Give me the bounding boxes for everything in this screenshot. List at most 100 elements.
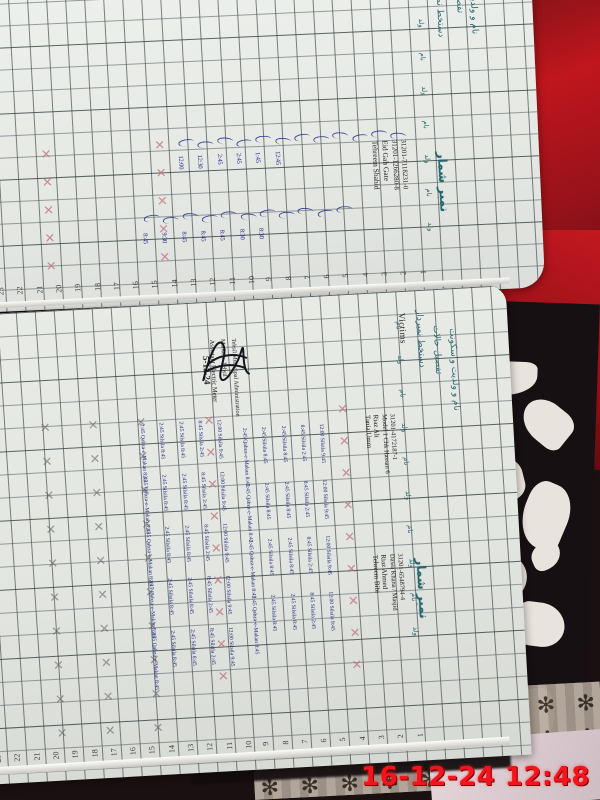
urdu-header-detail-lower: تفصیل حالات [430, 324, 444, 375]
cell-note: 2:45 Silsila 8:45 [182, 525, 192, 563]
handwritten-signature [202, 341, 250, 382]
crossed-out-mark: ✕ [142, 550, 155, 566]
column-number: 15 [147, 745, 157, 755]
grid-line-vertical [91, 308, 124, 778]
grid-line-horizontal [0, 45, 535, 72]
entry-cnic-2: 31201-7118231-0 [399, 139, 410, 190]
urdu-header-serial-upper: نمبر شمار [434, 151, 452, 213]
notebook-page-lower: 23 22 21 20 19 18 17 16 15 14 13 12 11 10 9 8 7 6 5 4 3 2 1 Vi… [0, 285, 532, 785]
column-header-label: نام [418, 52, 427, 62]
crossed-out-mark: ✕ [52, 657, 65, 673]
crossed-out-mark: ✕ [349, 624, 361, 641]
grid-line-vertical [15, 312, 48, 782]
damask-motif [513, 390, 580, 455]
cell-note: 2:45 Silsila 8:45 [180, 473, 189, 511]
entry-name-tehreem: Tehreem Shahid [370, 140, 382, 190]
crossed-out-mark: ✕ [156, 193, 169, 209]
column-header-label: ولد [400, 422, 409, 433]
time-entry: 1:45 [253, 151, 262, 163]
crossed-out-mark: ✕ [159, 249, 171, 265]
column-number: 13 [188, 278, 199, 287]
crossed-out-mark: ✕ [91, 484, 103, 501]
crossed-out-mark: ✕ [204, 444, 217, 461]
column-number: 14 [169, 279, 180, 288]
grid-line-horizontal [0, 89, 537, 117]
crossed-out-mark: ✕ [155, 165, 167, 181]
cell-note: 2:45 Silsila 8:45 [285, 537, 294, 575]
crossed-out-mark: ✕ [40, 146, 52, 162]
column-number: 23 [0, 754, 3, 763]
column-number: 23 [0, 287, 6, 296]
grid-line-horizontal [0, 155, 540, 183]
column-header-label: ولد [407, 558, 417, 569]
column-number: 15 [150, 280, 160, 289]
grid-line-vertical [300, 296, 333, 766]
grid-line-horizontal [0, 1, 533, 28]
crossed-out-mark: ✕ [98, 620, 111, 637]
column-number: 10 [243, 740, 254, 749]
column-number: 17 [109, 748, 119, 757]
column-number: 11 [227, 276, 237, 285]
ink-scribble [182, 212, 199, 221]
column-number: 2 [396, 733, 406, 739]
urdu-header-detail-upper: تفصیل [453, 0, 465, 14]
time-entry: 12:00 [176, 155, 185, 170]
crossed-out-mark: ✕ [338, 433, 351, 449]
camera-timestamp: 16-12-24 12:48 [361, 762, 590, 792]
urdu-header-name-lower: نام و ولدیت و سکونت [446, 327, 462, 411]
grid-line-vertical [262, 298, 295, 768]
grid-line-horizontal [0, 177, 541, 204]
cell-note: 12:00 Silsila 9:45 [221, 523, 230, 563]
time-entry: 12:45 [273, 151, 281, 166]
column-number: 18 [92, 282, 102, 292]
notebook-page-upper: 23 22 21 20 19 18 17 16 15 14 13 12 11 10 9 8 7 6 5 4 3 2 1 دس… [0, 0, 546, 313]
ink-scribble [370, 130, 388, 138]
bedsheet-star-motif: ✻ [575, 689, 596, 716]
column-number: 14 [166, 744, 177, 754]
crossed-out-mark: ✕ [45, 258, 57, 274]
column-number: 8 [283, 276, 293, 281]
crossed-out-mark: ✕ [217, 668, 230, 684]
grid-line-horizontal [0, 67, 536, 94]
ink-scribble [336, 205, 353, 214]
crossed-out-mark: ✕ [96, 586, 109, 603]
crossed-out-mark: ✕ [347, 592, 360, 609]
crossed-out-mark: ✕ [43, 487, 55, 504]
cell-note: 2:45 Qabza-e-Makan 8:45 [244, 483, 254, 543]
grid-line-horizontal [0, 243, 544, 270]
column-number: 21 [31, 752, 42, 761]
ink-scribble [258, 208, 276, 218]
entry-cnic-tehreem-bibi: 31201-6548794-4 [396, 553, 406, 601]
column-number: 20 [53, 284, 64, 293]
cell-note: 2:45 Silsila 8:45 [166, 578, 175, 616]
time-entry: 8:30 [257, 227, 265, 239]
cell-note: 8:45 Silsila 2:45 [305, 536, 314, 574]
crossed-out-mark: ✕ [41, 174, 54, 190]
grid-line-vertical [357, 293, 390, 763]
ink-scribble [240, 213, 257, 221]
cell-note: 2:45 Silsila 8:45 [282, 481, 291, 519]
cell-note: 8:45 Silsila 2:45 [301, 480, 310, 518]
crossed-out-mark: ✕ [157, 221, 170, 237]
time-entry: 8:30 [237, 228, 246, 240]
ink-scribble [278, 211, 295, 220]
column-number: 7 [299, 739, 310, 744]
column-number: 3 [379, 271, 390, 277]
cell-note: 12:00 Silsila 9:45 [327, 591, 336, 631]
crossed-out-mark: ✕ [206, 476, 219, 493]
crossed-out-mark: ✕ [350, 656, 363, 673]
column-number: 16 [128, 746, 138, 756]
cell-note: 2:45 Silsila 8:45 [177, 421, 186, 459]
cell-note: 12:00 Silsila 9:45 [218, 471, 227, 511]
crossed-out-mark: ✕ [46, 555, 59, 572]
urdu-header-signature-upper: دستخط نمبردار [433, 0, 446, 38]
grid-line-vertical [53, 310, 86, 780]
crossed-out-mark: ✕ [41, 453, 53, 470]
column-number: 4 [357, 736, 367, 741]
time-entry: 8:45 [218, 229, 226, 241]
cell-note: 8:45 Silsila 2:45 [298, 424, 307, 462]
column-header-label: نام [398, 388, 407, 398]
crossed-out-mark: ✕ [150, 685, 163, 702]
column-header-label: نام [405, 524, 415, 534]
